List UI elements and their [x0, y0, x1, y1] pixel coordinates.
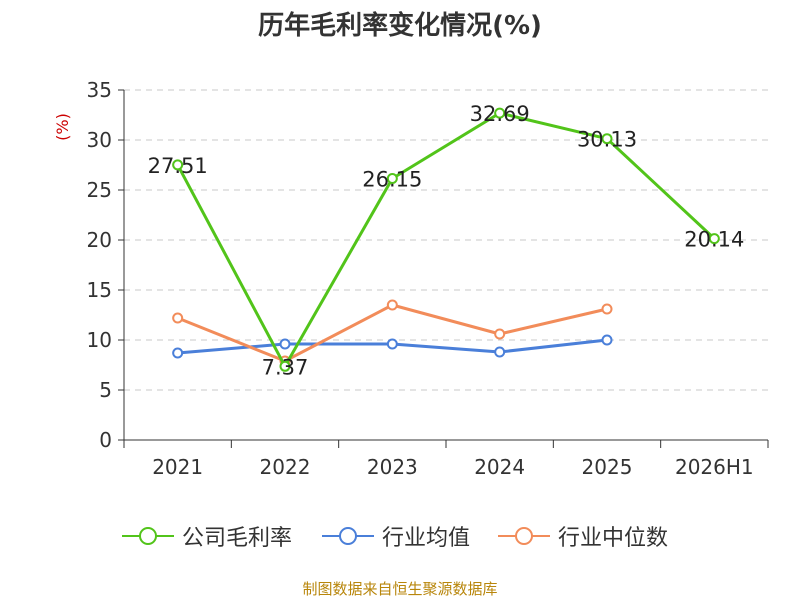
legend-label-company: 公司毛利率	[182, 526, 293, 551]
data-label: 27.51	[148, 154, 208, 178]
data-point	[494, 328, 506, 340]
series-line	[177, 303, 608, 363]
x-tick-label: 2024	[474, 455, 525, 479]
y-tick-label: 25	[87, 178, 112, 202]
chart-title: 历年毛利率变化情况(%)	[258, 11, 542, 41]
data-source-note: 制图数据来自恒生聚源数据库	[302, 580, 498, 598]
x-tick-label: 2026H1	[675, 455, 754, 479]
y-tick-label: 10	[87, 328, 112, 352]
y-tick-label: 0	[99, 428, 112, 452]
data-point	[708, 233, 720, 245]
y-tick-label: 30	[87, 128, 112, 152]
data-point	[279, 360, 291, 372]
legend-marker-industry-mean	[322, 527, 374, 545]
data-label: 20.14	[684, 228, 744, 252]
data-label: 7.37	[262, 355, 309, 379]
data-point	[172, 159, 184, 171]
x-tick-label: 2023	[367, 455, 418, 479]
data-point	[172, 312, 184, 324]
data-label: 30.13	[577, 128, 637, 152]
data-point	[279, 338, 291, 350]
data-point	[172, 347, 184, 359]
x-tick-label: 2021	[152, 455, 203, 479]
legend-marker-industry-median	[498, 527, 550, 545]
data-point	[386, 173, 398, 184]
y-tick-label: 20	[87, 228, 112, 252]
x-tick-label: 2022	[260, 455, 311, 479]
data-point	[601, 133, 613, 145]
y-tick-label: 15	[87, 278, 112, 302]
series-line	[176, 111, 716, 368]
data-point	[494, 107, 506, 119]
legend-item-company[interactable]: 公司毛利率	[122, 520, 292, 552]
data-label: 32.69	[470, 102, 530, 126]
data-label: 26.15	[362, 168, 422, 192]
legend-item-industry-mean[interactable]: 行业均值	[322, 520, 470, 552]
data-point	[386, 299, 398, 311]
legend-item-industry-median[interactable]: 行业中位数	[498, 520, 668, 552]
y-axis-label: (%)	[53, 113, 72, 141]
data-point	[601, 334, 613, 346]
data-point	[494, 346, 506, 358]
legend-marker-company	[122, 527, 174, 545]
legend-label-industry-mean: 行业均值	[382, 526, 471, 551]
data-point	[386, 338, 398, 350]
y-tick-label: 35	[87, 78, 112, 102]
legend-label-industry-median: 行业中位数	[558, 526, 669, 551]
y-tick-label: 5	[99, 378, 112, 402]
data-point	[601, 303, 613, 315]
x-tick-label: 2025	[582, 455, 633, 479]
